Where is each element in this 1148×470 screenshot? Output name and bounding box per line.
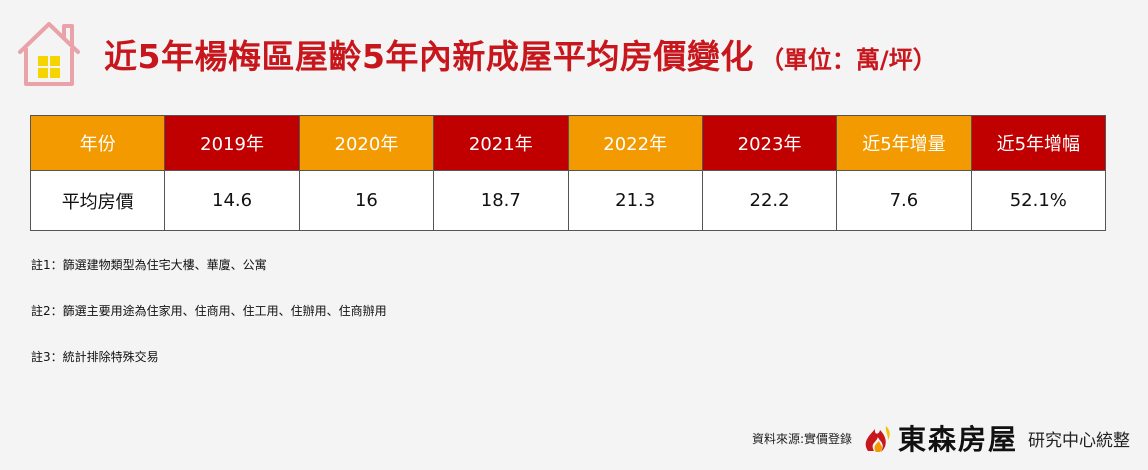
header-5yr-growth: 近5年增幅 [970, 115, 1107, 171]
cell-5yr-growth: 52.1% [970, 170, 1107, 231]
header-2020: 2020年 [298, 115, 435, 171]
org-label: 研究中心統整 [1028, 430, 1130, 451]
note-1: 註1：篩選建物類型為住宅大樓、華廈、公寓 [31, 258, 267, 272]
cell-2023: 22.2 [701, 170, 838, 231]
note-2: 註2：篩選主要用途為住家用、住商用、住工用、住辦用、住商辦用 [31, 304, 387, 318]
table-header-row: 年份 2019年 2020年 2021年 2022年 2023年 近5年增量 近… [29, 115, 1107, 171]
cell-2020: 16 [298, 170, 435, 231]
price-table: 年份 2019年 2020年 2021年 2022年 2023年 近5年增量 近… [29, 115, 1107, 231]
note-3: 註3：統計排除特殊交易 [31, 350, 159, 364]
row-label: 平均房價 [29, 170, 166, 231]
house-icon [18, 22, 80, 86]
header-2019: 2019年 [164, 115, 300, 171]
header-year: 年份 [29, 115, 166, 171]
header-5yr-increase: 近5年增量 [836, 115, 972, 171]
footer: 資料來源:實價登錄 東森房屋 研究中心統整 [752, 418, 1130, 458]
cell-5yr-increase: 7.6 [836, 170, 972, 231]
unit-label: （單位：萬/坪） [759, 46, 937, 74]
cell-2021: 18.7 [433, 170, 569, 231]
cell-2019: 14.6 [164, 170, 300, 231]
source-label: 資料來源:實價登錄 [751, 431, 852, 446]
cell-2022: 21.3 [567, 170, 703, 231]
title-text: 近5年楊梅區屋齡5年內新成屋平均房價變化 [104, 37, 754, 76]
page-title: 近5年楊梅區屋齡5年內新成屋平均房價變化 （單位：萬/坪） [104, 30, 937, 78]
table-row: 平均房價 14.6 16 18.7 21.3 22.2 7.6 52.1% [29, 170, 1107, 231]
flame-logo-icon [865, 426, 890, 452]
header-2021: 2021年 [433, 115, 569, 171]
header-2023: 2023年 [701, 115, 838, 171]
brand-name: 東森房屋 [897, 423, 1018, 456]
header-2022: 2022年 [567, 115, 703, 171]
